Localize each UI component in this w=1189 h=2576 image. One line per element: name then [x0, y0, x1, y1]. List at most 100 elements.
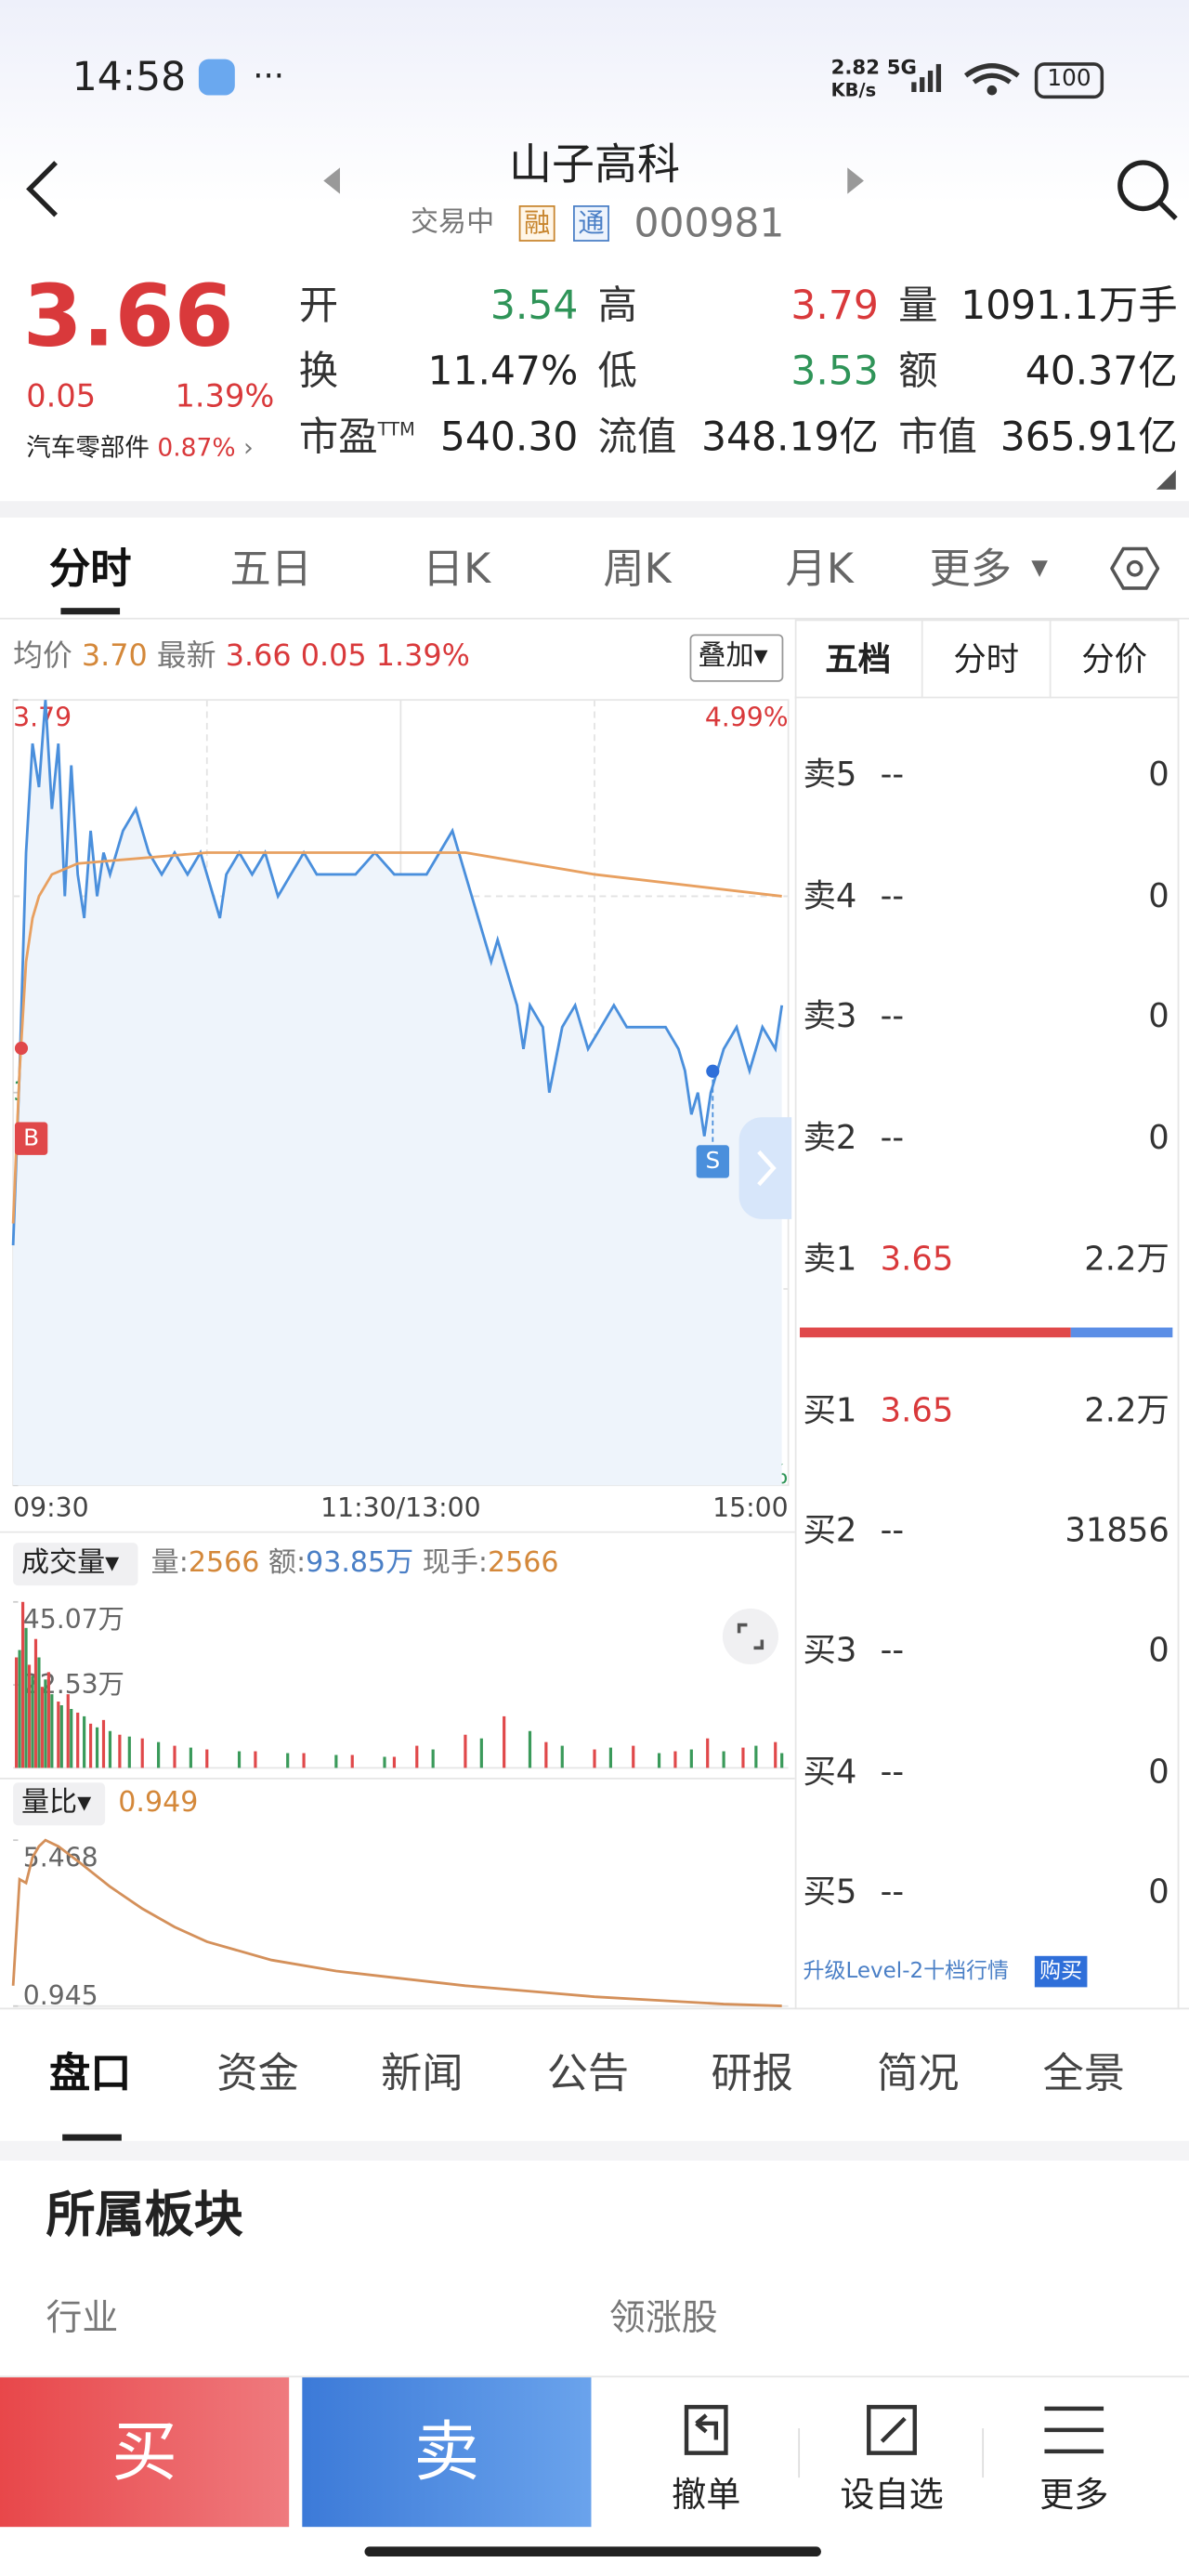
- side-arrow-icon: [757, 1150, 777, 1187]
- volume-selector[interactable]: [13, 1543, 138, 1586]
- chart-tab[interactable]: 五日: [229, 545, 312, 593]
- value: 2566: [488, 1546, 559, 1580]
- cancel-icon[interactable]: [676, 2400, 736, 2460]
- divider: [0, 617, 1189, 620]
- header-bg: [0, 0, 1189, 510]
- detail-tab[interactable]: 简况: [877, 2049, 960, 2097]
- watch-text[interactable]: 设自选: [840, 2475, 944, 2515]
- book-price: --: [880, 1751, 905, 1792]
- stock-code: 000981: [634, 200, 785, 247]
- price-area: [13, 700, 782, 1486]
- next-stock[interactable]: [844, 164, 868, 197]
- divider: [794, 696, 1178, 699]
- volume-bar: [706, 1738, 710, 1768]
- cancel-text[interactable]: 撤单: [672, 2475, 741, 2515]
- side-arrow[interactable]: [738, 1117, 792, 1219]
- bid-ratio: [1070, 1327, 1173, 1338]
- book-tab[interactable]: 五档: [825, 638, 892, 679]
- latest: 3.66: [225, 638, 292, 674]
- book-label: 买4: [803, 1751, 857, 1792]
- sell-button[interactable]: [302, 2377, 592, 2528]
- volume-bar: [70, 1708, 73, 1768]
- net-speed: 2.82: [830, 56, 880, 79]
- field-label: 开: [299, 286, 338, 325]
- volume-bar: [18, 1649, 21, 1768]
- buy-button[interactable]: [0, 2377, 290, 2528]
- book-price: --: [880, 1629, 905, 1670]
- sell-text: 卖: [413, 2414, 480, 2491]
- field-value: 11.47%: [427, 348, 579, 395]
- settings-button[interactable]: [1110, 545, 1160, 592]
- volume-bar: [27, 1664, 32, 1768]
- book-tab[interactable]: 分价: [1081, 638, 1147, 679]
- battery: [1034, 62, 1104, 99]
- watch-icon[interactable]: [862, 2400, 921, 2460]
- book-qty: 0: [1148, 754, 1169, 794]
- x-tick-label: 15:00: [712, 1492, 788, 1523]
- volume-bar: [20, 1601, 25, 1768]
- fullscreen-icon: [737, 1623, 764, 1650]
- book-qty: 2.2万: [1084, 1239, 1169, 1279]
- change-pct: 1.39%: [375, 638, 470, 674]
- volume-bar: [37, 1657, 41, 1768]
- book-price: --: [880, 754, 905, 794]
- chart-tab[interactable]: 月K: [785, 545, 854, 593]
- detail-tab[interactable]: 新闻: [381, 2049, 464, 2097]
- change: 0.05: [300, 638, 367, 674]
- volume-bar: [657, 1753, 661, 1768]
- overlay-text: 叠加: [698, 639, 754, 673]
- detail-tab[interactable]: 公告: [546, 2049, 630, 2097]
- chart-tab[interactable]: 更多: [929, 545, 1013, 593]
- chart-tab[interactable]: 日K: [422, 545, 491, 593]
- book-qty: 2.2万: [1084, 1389, 1169, 1430]
- upgrade-link[interactable]: 升级Level-2十档行情: [803, 1959, 1010, 1984]
- volume-bar: [632, 1745, 635, 1768]
- volume-bar: [560, 1745, 564, 1768]
- volume-bar: [66, 1694, 70, 1768]
- volume-bar: [528, 1730, 532, 1768]
- buy-level2[interactable]: 购买: [1034, 1955, 1088, 1988]
- tab-underline: [62, 2134, 122, 2141]
- detail-tab[interactable]: 全景: [1042, 2049, 1126, 2097]
- detail-tab[interactable]: 研报: [711, 2049, 793, 2097]
- sector: 汽车零部件 0.87% ›: [26, 432, 254, 463]
- book-tab[interactable]: 分时: [953, 638, 1020, 679]
- divider: [0, 1777, 795, 1780]
- back-button[interactable]: [17, 156, 66, 222]
- label: 成交量: [20, 1546, 106, 1580]
- overlay-label: 叠加▾: [698, 639, 768, 673]
- y2-tick-label: 4.99%: [705, 702, 789, 732]
- more-icon[interactable]: [1041, 2400, 1107, 2460]
- more-text[interactable]: 更多: [1039, 2475, 1109, 2515]
- book-label: 买5: [803, 1871, 857, 1912]
- chart-tab[interactable]: 分时: [49, 545, 132, 593]
- volume-bar: [334, 1755, 338, 1768]
- volume-bar: [431, 1749, 435, 1768]
- volume-bar: [392, 1756, 397, 1768]
- fullscreen-button[interactable]: [722, 1608, 779, 1664]
- volume-bar: [89, 1723, 93, 1768]
- book-qty: 0: [1148, 995, 1169, 1035]
- search-button[interactable]: [1110, 154, 1182, 227]
- field-value: 540.30: [439, 414, 579, 461]
- divider: [0, 2140, 1189, 2161]
- label: 量比: [20, 1786, 78, 1820]
- volume-bar: [46, 1672, 50, 1768]
- chart-info: 均价 3.70 最新 3.66 0.05 1.39%: [13, 638, 470, 674]
- overlay-button[interactable]: [689, 634, 784, 682]
- ratio-label: 量比▾: [20, 1786, 92, 1820]
- detail-tab[interactable]: 盘口: [49, 2049, 132, 2097]
- detail-tab[interactable]: 资金: [216, 2049, 299, 2097]
- volume-bar: [40, 1687, 45, 1768]
- volume-bar: [464, 1734, 467, 1768]
- book-price: --: [880, 995, 905, 1035]
- book-label: 卖5: [803, 754, 857, 794]
- prev-stock[interactable]: [320, 164, 344, 197]
- divider: [1049, 619, 1052, 699]
- volume-bar: [754, 1745, 758, 1768]
- expand-corner[interactable]: [1156, 469, 1176, 490]
- book-qty: 0: [1148, 1117, 1169, 1157]
- ratio-selector[interactable]: [13, 1782, 106, 1826]
- line: [11, 851, 782, 1224]
- chart-tab[interactable]: 周K: [603, 545, 672, 593]
